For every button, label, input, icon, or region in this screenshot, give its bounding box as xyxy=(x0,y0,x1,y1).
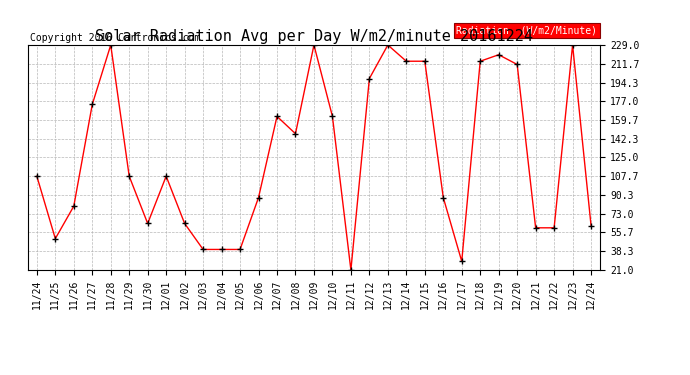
Text: Copyright 2016 Cartronics.com: Copyright 2016 Cartronics.com xyxy=(30,33,201,43)
Title: Solar Radiation Avg per Day W/m2/minute 20161224: Solar Radiation Avg per Day W/m2/minute … xyxy=(95,29,533,44)
Text: Radiation  (W/m2/Minute): Radiation (W/m2/Minute) xyxy=(457,26,598,36)
